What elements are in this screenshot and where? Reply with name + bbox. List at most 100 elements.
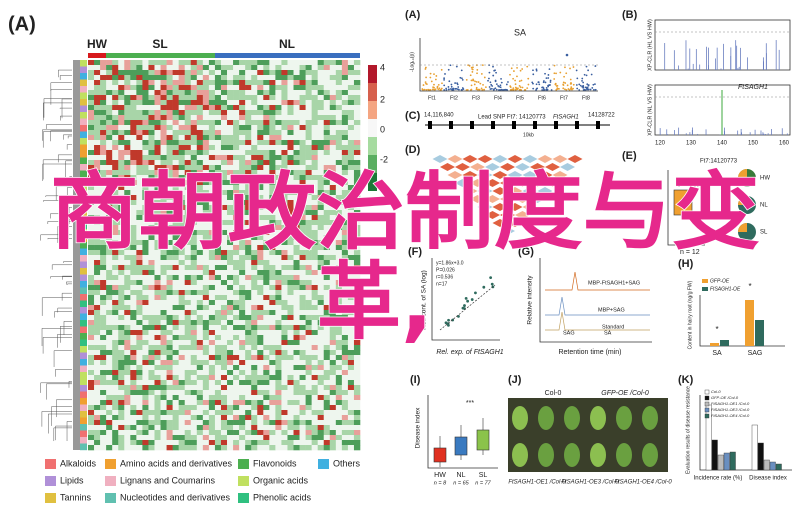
ld-cell <box>485 211 500 219</box>
snp-point <box>519 86 522 88</box>
heat-cell <box>100 370 107 376</box>
heat-cell <box>148 255 155 261</box>
snp-point <box>504 88 507 91</box>
heat-cell <box>136 100 143 106</box>
heat-cell <box>299 235 306 241</box>
heat-cell <box>112 415 119 421</box>
heat-cell <box>305 250 312 256</box>
box <box>433 447 447 463</box>
snp-point <box>422 84 425 86</box>
heat-cell <box>172 165 179 171</box>
heat-cell <box>112 340 119 346</box>
heat-cell <box>341 60 349 66</box>
leaf <box>616 406 632 430</box>
snp-point <box>425 76 427 79</box>
heat-cell <box>299 170 306 176</box>
heat-cell <box>329 75 337 81</box>
heat-cell <box>88 230 95 236</box>
heat-cell <box>281 115 288 121</box>
heat-cell <box>154 365 161 371</box>
heat-cell <box>281 85 288 91</box>
class-strip <box>80 398 87 405</box>
heat-cell <box>220 115 228 121</box>
heat-cell <box>251 235 258 241</box>
snp-point <box>500 77 502 80</box>
heat-cell <box>245 75 252 81</box>
heat-cell <box>190 130 198 136</box>
heat-cell <box>293 325 300 331</box>
snp-point <box>553 72 556 75</box>
heat-cell <box>335 115 343 121</box>
heat-cell <box>136 220 143 226</box>
heat-cell <box>118 420 125 426</box>
heat-cell <box>88 280 95 286</box>
heat-cell <box>172 75 179 81</box>
heat-cell <box>190 275 198 281</box>
heat-cell <box>281 335 288 341</box>
heat-cell <box>251 200 258 206</box>
heat-cell <box>281 105 288 111</box>
heat-cell <box>100 165 107 171</box>
heat-cell <box>100 170 107 176</box>
heat-cell <box>136 285 143 291</box>
heat-cell <box>130 330 137 336</box>
heat-cell <box>154 195 161 201</box>
heat-cell <box>148 410 155 416</box>
heat-cell <box>335 420 343 426</box>
heat-cell <box>88 255 95 261</box>
heat-cell <box>190 365 198 371</box>
heat-cell <box>299 265 306 271</box>
heat-cell <box>100 300 107 306</box>
heat-cell <box>112 80 119 86</box>
heat-cell <box>148 280 155 286</box>
heat-cell <box>148 195 155 201</box>
heat-cell <box>94 430 101 436</box>
heat-cell <box>214 180 222 186</box>
heat-cell <box>208 385 216 391</box>
heat-cell <box>172 210 179 216</box>
heat-cell <box>190 240 198 246</box>
heat-cell <box>160 70 167 76</box>
heat-cell <box>287 245 294 251</box>
heat-cell <box>245 405 252 411</box>
snp-point <box>461 89 463 91</box>
heat-cell <box>148 405 155 411</box>
heat-cell <box>239 250 246 256</box>
heat-cell <box>305 125 312 131</box>
heat-cell <box>317 125 325 131</box>
heat-cell <box>214 305 222 311</box>
heat-cell <box>245 145 252 151</box>
heat-cell <box>311 395 318 401</box>
heat-cell <box>160 405 167 411</box>
heat-cell <box>353 200 361 206</box>
heat-cell <box>227 260 234 266</box>
heat-cell <box>118 145 125 151</box>
heat-cell <box>166 150 173 156</box>
heat-cell <box>136 215 143 221</box>
group-bar <box>106 53 215 58</box>
heat-cell <box>190 440 198 446</box>
heat-cell <box>299 215 306 221</box>
heat-cell <box>130 315 137 321</box>
heat-cell <box>142 85 149 91</box>
heat-cell <box>94 190 101 196</box>
heat-cell <box>100 185 107 191</box>
heat-cell <box>347 365 355 371</box>
heat-cell <box>263 300 270 306</box>
heat-cell <box>166 215 173 221</box>
heat-cell <box>196 95 204 101</box>
heat-cell <box>329 395 337 401</box>
heat-cell <box>251 300 258 306</box>
heat-cell <box>257 70 264 76</box>
heat-cell <box>275 190 282 196</box>
heat-cell <box>353 445 361 451</box>
heat-cell <box>118 405 125 411</box>
heat-cell <box>329 355 337 361</box>
trace-label: MBP+SAG <box>598 307 625 313</box>
ld-cell <box>530 179 545 187</box>
heat-cell <box>88 95 95 101</box>
heat-cell <box>160 125 167 131</box>
heat-cell <box>154 385 161 391</box>
axis <box>427 395 498 469</box>
heat-cell <box>190 245 198 251</box>
